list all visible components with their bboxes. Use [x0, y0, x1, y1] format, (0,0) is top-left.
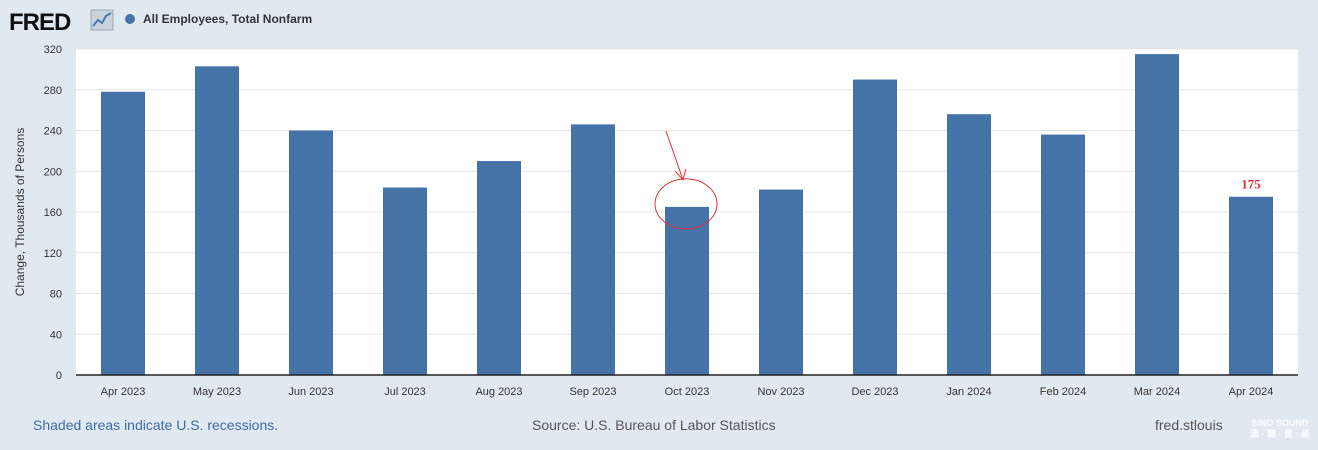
y-tick-label: 200 — [44, 166, 62, 178]
y-tick-labels: 0 40 80 120 160 200 240 280 320 — [44, 44, 62, 382]
x-tick-label: Nov 2023 — [757, 386, 804, 398]
x-tick-label: Feb 2024 — [1040, 386, 1086, 398]
x-tick-label: Apr 2023 — [101, 386, 146, 398]
y-tick-label: 240 — [44, 126, 62, 138]
bar[interactable] — [665, 206, 709, 375]
bar[interactable] — [1041, 134, 1085, 375]
recession-note: Shaded areas indicate U.S. recessions. — [33, 417, 279, 433]
x-tick-label: Apr 2024 — [1229, 386, 1274, 398]
bar[interactable] — [571, 124, 615, 375]
bar[interactable] — [947, 114, 991, 375]
bar[interactable] — [477, 161, 521, 375]
source-note: Source: U.S. Bureau of Labor Statistics — [532, 417, 776, 433]
y-tick-label: 160 — [44, 207, 62, 219]
y-tick-label: 0 — [56, 370, 62, 382]
y-tick-label: 320 — [44, 44, 62, 56]
legend-marker — [125, 14, 135, 24]
bar[interactable] — [1229, 196, 1273, 375]
bar[interactable] — [101, 91, 145, 375]
value-annotation: 175 — [1241, 177, 1261, 192]
y-tick-label: 40 — [50, 329, 62, 341]
bar[interactable] — [383, 187, 427, 375]
highlight-circle — [654, 178, 718, 230]
watermark-logo: SINO SOUND 澳 · 聲 · 貿 · 易 — [1250, 418, 1310, 439]
x-tick-label: Aug 2023 — [475, 386, 522, 398]
x-tick-label: Dec 2023 — [851, 386, 898, 398]
fred-line-icon — [90, 9, 114, 31]
bar[interactable] — [759, 189, 803, 375]
y-tick-label: 80 — [50, 289, 62, 301]
bars — [101, 54, 1273, 375]
x-tick-label: Sep 2023 — [569, 386, 616, 398]
bar[interactable] — [1135, 54, 1179, 375]
x-tick-label: May 2023 — [193, 386, 241, 398]
y-axis-label: Change, Thousands of Persons — [13, 128, 27, 297]
x-tick-label: Jan 2024 — [946, 386, 991, 398]
annotations: 175 — [654, 130, 1261, 230]
legend-label: All Employees, Total Nonfarm — [143, 12, 312, 26]
y-tick-label: 280 — [44, 85, 62, 97]
x-tick-label: Oct 2023 — [665, 386, 710, 398]
x-tick-labels: Apr 2023 May 2023 Jun 2023 Jul 2023 Aug 2023… — [101, 386, 1274, 398]
bar[interactable] — [853, 79, 897, 375]
x-tick-label: Jun 2023 — [288, 386, 333, 398]
arrow-line — [665, 130, 684, 181]
bar[interactable] — [289, 130, 333, 376]
fred-logo[interactable]: FRED — [9, 9, 72, 36]
site-link[interactable]: fred.stlouis — [1155, 417, 1223, 433]
arrow-head — [674, 168, 687, 181]
x-tick-label: Mar 2024 — [1134, 386, 1180, 398]
x-tick-label: Jul 2023 — [384, 386, 426, 398]
bar[interactable] — [195, 66, 239, 375]
y-tick-label: 120 — [44, 248, 62, 260]
